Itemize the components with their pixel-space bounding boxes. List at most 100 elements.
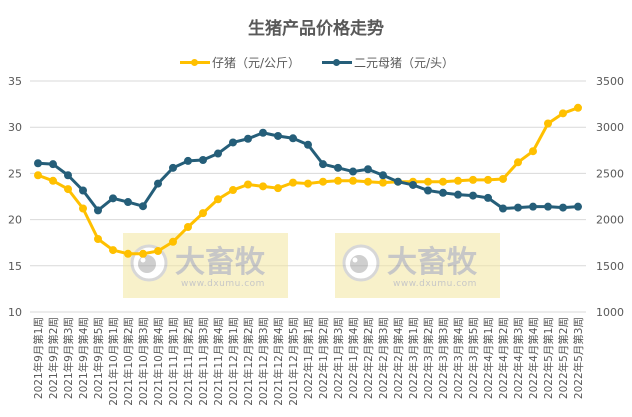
data-point[interactable] bbox=[469, 175, 477, 184]
legend-item-piglet[interactable]: 仔猪（元/公斤） bbox=[180, 53, 300, 71]
data-point[interactable] bbox=[274, 131, 282, 140]
data-point[interactable] bbox=[259, 128, 267, 137]
data-point[interactable] bbox=[229, 138, 237, 147]
data-point[interactable] bbox=[304, 140, 312, 149]
y-axis-left-tick: 30 bbox=[8, 121, 22, 134]
data-point[interactable] bbox=[244, 134, 252, 143]
data-point[interactable] bbox=[109, 194, 117, 203]
data-point[interactable] bbox=[109, 246, 117, 255]
data-point[interactable] bbox=[229, 186, 237, 195]
x-axis-tick: 2022年3月第5周 bbox=[467, 317, 480, 399]
data-point[interactable] bbox=[199, 209, 207, 218]
data-point[interactable] bbox=[289, 178, 297, 187]
data-point[interactable] bbox=[214, 195, 222, 204]
data-point[interactable] bbox=[244, 180, 252, 189]
data-point[interactable] bbox=[304, 179, 312, 188]
legend: 仔猪（元/公斤） 二元母猪（元/头） bbox=[0, 53, 632, 71]
data-point[interactable] bbox=[409, 180, 417, 189]
data-point[interactable] bbox=[559, 203, 567, 212]
x-axis-tick: 2022年2月第2周 bbox=[362, 317, 375, 399]
y-axis-right-tick: 1500 bbox=[596, 260, 624, 273]
legend-line-marker-icon bbox=[180, 53, 210, 71]
data-point[interactable] bbox=[184, 222, 192, 231]
data-point[interactable] bbox=[439, 188, 447, 197]
data-point[interactable] bbox=[154, 179, 162, 188]
y-axis-left-tick: 35 bbox=[8, 75, 22, 88]
data-point[interactable] bbox=[364, 165, 372, 174]
data-point[interactable] bbox=[469, 191, 477, 200]
data-point[interactable] bbox=[514, 158, 522, 167]
data-point[interactable] bbox=[94, 206, 102, 215]
data-point[interactable] bbox=[499, 204, 507, 213]
data-point[interactable] bbox=[484, 193, 492, 202]
data-point[interactable] bbox=[199, 156, 207, 165]
x-axis-tick: 2022年4月第3周 bbox=[512, 317, 525, 399]
data-point[interactable] bbox=[529, 147, 537, 156]
data-point[interactable] bbox=[364, 177, 372, 186]
data-point[interactable] bbox=[154, 247, 162, 256]
data-point[interactable] bbox=[559, 109, 567, 118]
data-point[interactable] bbox=[334, 163, 342, 172]
x-axis-tick: 2022年3月第4周 bbox=[452, 317, 465, 399]
data-point[interactable] bbox=[454, 176, 462, 185]
data-point[interactable] bbox=[49, 160, 57, 169]
data-point[interactable] bbox=[574, 103, 582, 112]
data-point[interactable] bbox=[124, 249, 132, 258]
y-axis-left-tick: 25 bbox=[8, 167, 22, 180]
data-point[interactable] bbox=[94, 235, 102, 244]
data-point[interactable] bbox=[64, 171, 72, 180]
data-point[interactable] bbox=[124, 198, 132, 207]
legend-item-sow[interactable]: 二元母猪（元/头） bbox=[322, 53, 454, 71]
x-axis-tick: 2022年1月第3周 bbox=[332, 317, 345, 399]
data-point[interactable] bbox=[34, 159, 42, 168]
x-axis-tick: 2022年1月第2周 bbox=[317, 317, 330, 399]
data-point[interactable] bbox=[424, 177, 432, 186]
legend-line-marker-icon bbox=[322, 53, 352, 71]
data-point[interactable] bbox=[79, 204, 87, 213]
data-point[interactable] bbox=[319, 177, 327, 186]
x-axis-tick: 2022年5月第1周 bbox=[542, 317, 555, 399]
x-axis-tick: 2021年12月第5周 bbox=[287, 317, 300, 406]
data-point[interactable] bbox=[139, 249, 147, 258]
data-point[interactable] bbox=[274, 184, 282, 193]
data-point[interactable] bbox=[424, 186, 432, 195]
data-point[interactable] bbox=[349, 176, 357, 185]
data-point[interactable] bbox=[484, 175, 492, 184]
x-axis-tick: 2022年3月第3周 bbox=[437, 317, 450, 399]
data-point[interactable] bbox=[334, 176, 342, 185]
data-point[interactable] bbox=[169, 163, 177, 172]
data-point[interactable] bbox=[544, 202, 552, 211]
data-point[interactable] bbox=[49, 176, 57, 185]
data-point[interactable] bbox=[574, 202, 582, 211]
series-sow bbox=[34, 128, 582, 215]
data-point[interactable] bbox=[79, 186, 87, 195]
data-point[interactable] bbox=[169, 237, 177, 246]
data-point[interactable] bbox=[349, 167, 357, 176]
data-point[interactable] bbox=[439, 177, 447, 186]
x-axis-tick: 2021年11月第1周 bbox=[167, 317, 180, 406]
y-axis-right-tick: 2000 bbox=[596, 214, 624, 227]
data-point[interactable] bbox=[319, 160, 327, 169]
series-piglet bbox=[34, 103, 582, 258]
data-point[interactable] bbox=[289, 134, 297, 143]
x-axis-tick: 2021年11月第2周 bbox=[182, 317, 195, 406]
data-point[interactable] bbox=[499, 174, 507, 183]
data-point[interactable] bbox=[529, 202, 537, 211]
data-point[interactable] bbox=[214, 149, 222, 158]
data-point[interactable] bbox=[259, 182, 267, 191]
data-point[interactable] bbox=[544, 119, 552, 128]
x-axis-tick: 2022年3月第2周 bbox=[422, 317, 435, 399]
data-point[interactable] bbox=[454, 190, 462, 199]
x-axis-tick: 2021年10月第2周 bbox=[122, 317, 135, 406]
data-point[interactable] bbox=[514, 203, 522, 212]
data-point[interactable] bbox=[379, 171, 387, 180]
data-point[interactable] bbox=[34, 171, 42, 180]
data-point[interactable] bbox=[394, 177, 402, 186]
x-axis-tick: 2021年9月第2周 bbox=[47, 317, 60, 399]
data-point[interactable] bbox=[184, 156, 192, 165]
data-point[interactable] bbox=[64, 185, 72, 194]
data-point[interactable] bbox=[379, 178, 387, 187]
data-point[interactable] bbox=[139, 202, 147, 211]
x-axis-tick: 2021年9月第3周 bbox=[62, 317, 75, 399]
